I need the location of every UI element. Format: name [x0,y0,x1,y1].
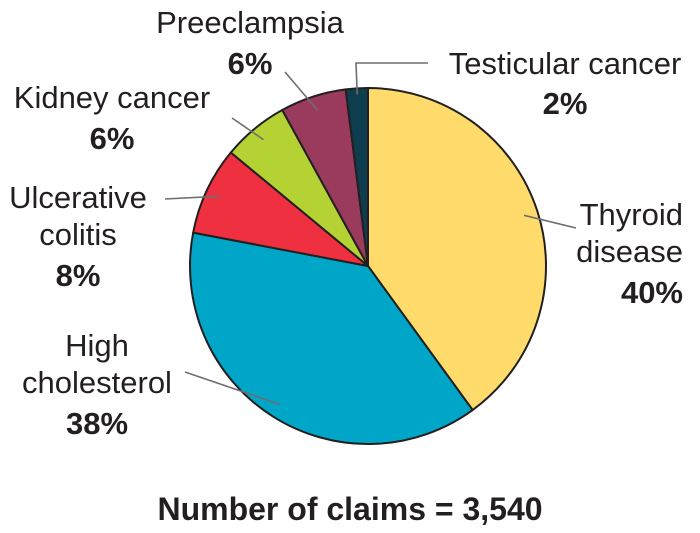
slice-pct-colitis: 8% [56,258,101,293]
leader-line-kidney [231,117,264,141]
pie-slice-thyroid [367,87,547,412]
leader-line-cholesterol [184,371,281,406]
slice-pct-thyroid: 40% [621,275,683,310]
slice-pct-cholesterol: 38% [66,406,128,441]
slice-label-cholesterol-line1: High [65,328,129,363]
slice-label-cholesterol-line2: cholesterol [22,365,172,400]
leader-line-thyroid [523,214,577,229]
slice-label-thyroid-line1: Thyroid [580,197,683,232]
leader-line-testicular [355,62,428,95]
slice-label-kidney: Kidney cancer [14,80,210,115]
pie-slices [189,87,547,445]
slice-pct-preeclampsia: 6% [228,46,273,81]
leader-lines [164,62,577,406]
slice-label-colitis-line2: colitis [39,217,117,252]
leader-line-preeclampsia [284,71,318,111]
slice-pct-kidney: 6% [90,121,135,156]
pie-slice-colitis [192,151,369,267]
slice-label-preeclampsia: Preeclampsia [156,5,345,40]
slice-label-colitis-line1: Ulcerative [9,180,147,215]
slice-label-testicular: Testicular cancer [449,46,682,81]
slice-pct-testicular: 2% [543,86,588,121]
leader-line-colitis [164,195,220,200]
claims-count-footnote: Number of claims = 3,540 [157,491,542,527]
slice-label-thyroid-line2: disease [576,234,683,269]
pie-slice-cholesterol [189,231,474,445]
